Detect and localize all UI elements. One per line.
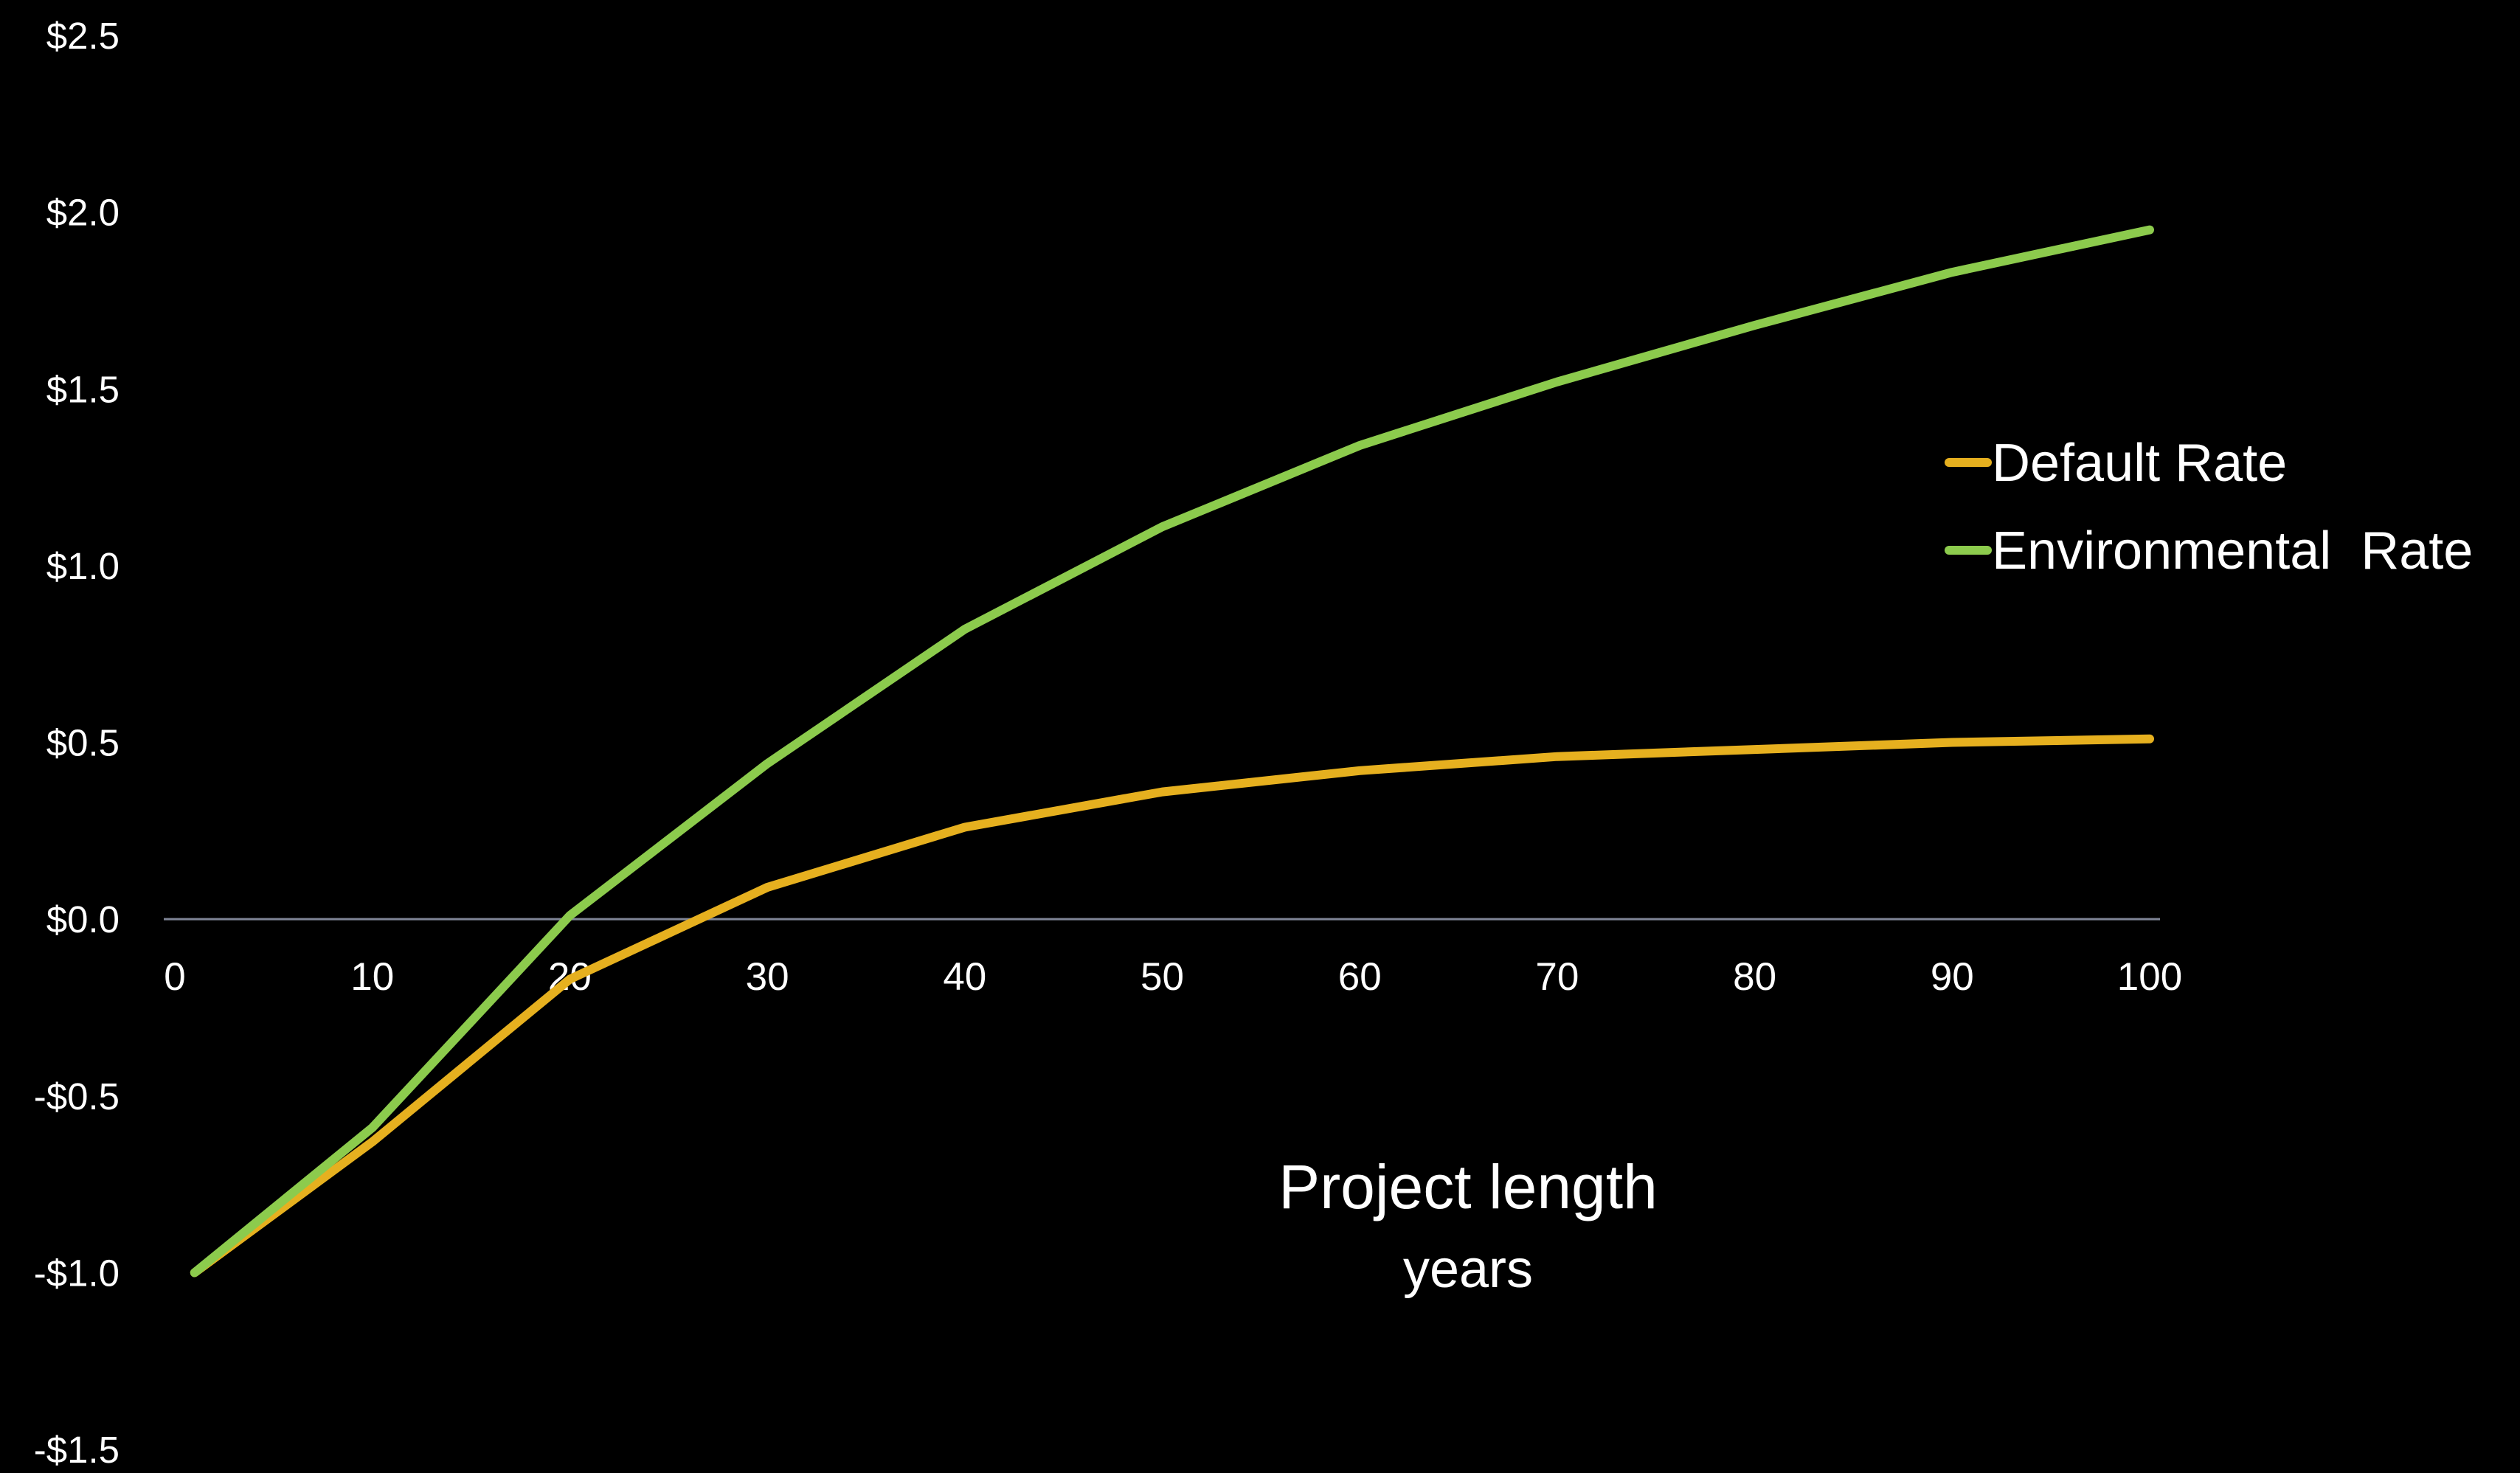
y-tick-label: $0.5	[46, 722, 120, 764]
y-tick-label: $0.0	[46, 898, 120, 940]
y-tick-label: $2.5	[46, 15, 120, 57]
x-tick-label: 10	[350, 955, 394, 999]
series-lines	[190, 225, 2154, 1278]
x-tick-label: 70	[1535, 955, 1579, 999]
legend-label: Default Rate	[1992, 434, 2287, 493]
x-axis-tick-labels: 0 10 20 30 40 50 60 70 80 90 100	[164, 955, 2182, 999]
x-tick-label: 80	[1733, 955, 1776, 999]
legend: Default Rate Environmental Rate	[1945, 434, 2473, 580]
x-tick-label: 50	[1140, 955, 1184, 999]
x-tick-label: 60	[1338, 955, 1382, 999]
series-line-environmental-rate	[190, 225, 2154, 1278]
y-tick-label: -$1.5	[34, 1429, 120, 1471]
y-tick-label: $2.0	[46, 192, 120, 234]
x-tick-label: 40	[943, 955, 986, 999]
y-tick-label: $1.0	[46, 545, 120, 587]
x-axis-subtitle: years	[1403, 1240, 1533, 1299]
x-tick-label: 100	[2117, 955, 2182, 999]
x-axis-title: Project length	[1278, 1152, 1658, 1221]
y-tick-label: -$1.0	[34, 1252, 120, 1294]
y-tick-label: -$0.5	[34, 1075, 120, 1117]
series-line-default-rate	[190, 734, 2154, 1278]
x-tick-label: 30	[746, 955, 789, 999]
x-tick-label: 0	[164, 955, 185, 999]
y-axis-tick-labels: $2.5 $2.0 $1.5 $1.0 $0.5 $0.0 -$0.5 -$1.0 -$1.5	[34, 15, 120, 1471]
y-tick-label: $1.5	[46, 368, 120, 410]
x-tick-label: 90	[1931, 955, 1974, 999]
legend-label: Environmental Rate	[1992, 521, 2473, 580]
